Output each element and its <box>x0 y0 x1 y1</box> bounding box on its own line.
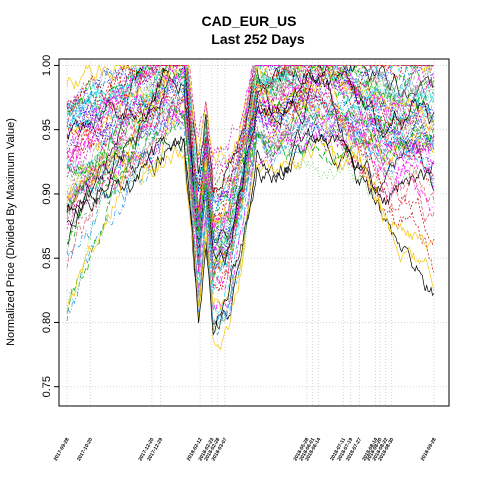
series-line <box>66 64 435 248</box>
series-line <box>66 87 435 269</box>
chart-subtitle: Last 252 Days <box>211 31 305 47</box>
series-line <box>66 64 435 295</box>
series-line <box>66 95 435 328</box>
series-line <box>66 64 434 178</box>
chart-title: CAD_EUR_US <box>202 13 297 29</box>
series-line <box>66 64 434 211</box>
series-line <box>66 110 435 311</box>
y-tick-label: 0.75 <box>41 376 53 397</box>
series-line <box>66 87 435 273</box>
series-line <box>66 64 435 249</box>
series-line <box>66 65 435 236</box>
y-tick-label: 0.90 <box>41 183 53 204</box>
series-line <box>66 85 435 194</box>
series-line <box>66 64 435 271</box>
x-tick-label: 2017-09-28 <box>53 437 71 462</box>
y-tick-label: 1.00 <box>41 55 53 76</box>
x-tick-label: 2017-10-20 <box>76 437 94 462</box>
y-tick-label: 0.80 <box>41 312 53 333</box>
x-axis: 2017-09-28 2017-10-20 2017-12-202017-12-29… <box>53 437 438 462</box>
series-line <box>66 64 435 267</box>
series-line <box>66 110 435 327</box>
series-line <box>66 64 435 278</box>
series-line <box>66 64 435 313</box>
y-axis-label: Normalized Price (Divided By Maximum Val… <box>5 118 17 346</box>
series-line <box>66 64 435 202</box>
series-line <box>66 113 435 236</box>
series-line <box>66 137 435 310</box>
series-line <box>66 64 435 203</box>
series-line <box>66 65 435 260</box>
plot-frame <box>58 58 450 407</box>
x-tick-label: 2018-09-28 <box>420 437 438 462</box>
y-tick-label: 0.85 <box>41 247 53 268</box>
series-line <box>66 99 435 234</box>
series-line <box>66 64 435 256</box>
series-line <box>66 92 435 284</box>
series-line <box>66 64 434 254</box>
series-line <box>66 104 435 270</box>
series-line <box>66 96 435 252</box>
series-layer <box>66 64 435 351</box>
y-tick-label: 0.95 <box>41 119 53 140</box>
y-axis: 0.75 0.80 0.85 0.90 0.95 1.00 <box>41 55 59 397</box>
